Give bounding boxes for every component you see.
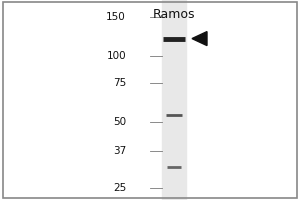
Text: 150: 150 xyxy=(106,12,126,22)
Text: 50: 50 xyxy=(113,117,126,127)
Polygon shape xyxy=(192,32,207,46)
Text: 37: 37 xyxy=(113,146,126,156)
Text: 75: 75 xyxy=(113,78,126,88)
Text: 100: 100 xyxy=(106,51,126,61)
Text: Ramos: Ramos xyxy=(153,8,195,21)
Text: 25: 25 xyxy=(113,183,126,193)
Bar xyxy=(162,0,186,200)
